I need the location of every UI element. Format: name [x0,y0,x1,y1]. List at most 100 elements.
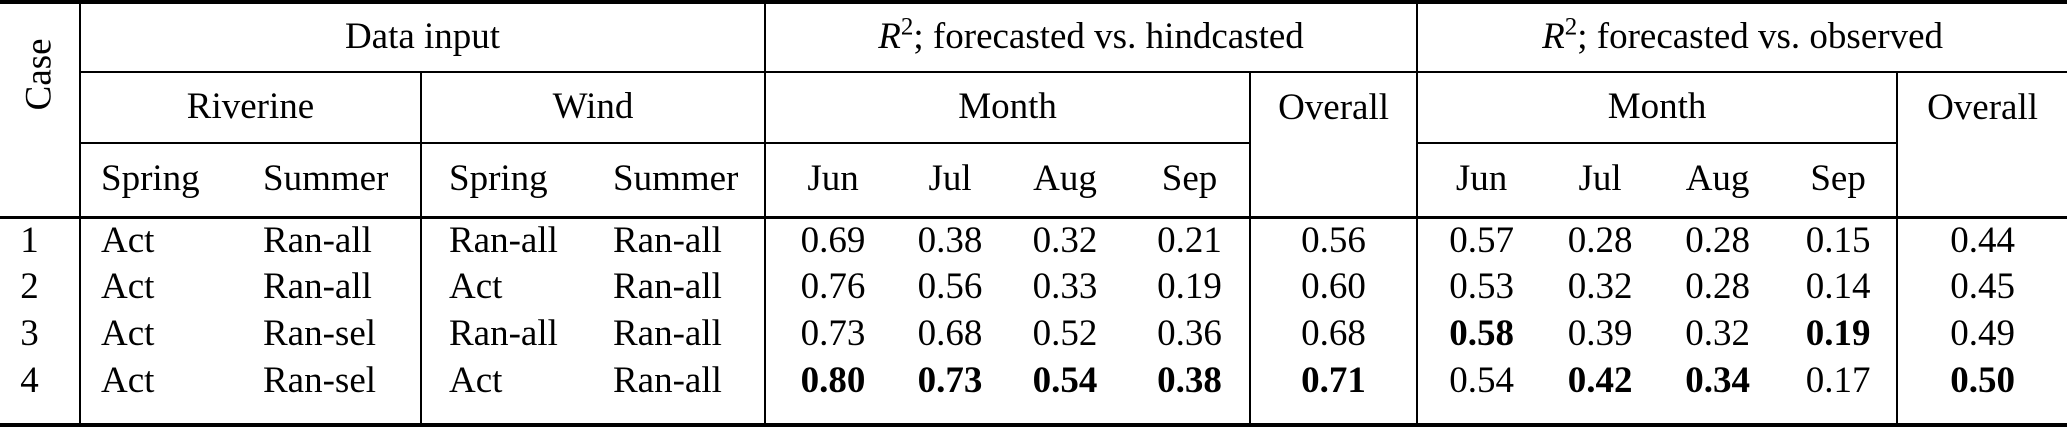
r2-observed-group-header: R2; forecasted vs. observed [1416,2,2067,73]
riverine-spring-cell: Act [79,358,260,405]
r2-value: 0.54 [1032,360,1098,402]
r2-value: 0.73 [800,313,866,355]
wind-spring-header: Spring [420,143,610,219]
r2-value: 0.38 [917,219,983,261]
riverine-summer-header: Summer [260,143,421,219]
r2-value: 0.42 [1567,360,1633,402]
riverine-spring-cell: Act [79,311,260,358]
riverine-summer-cell: Ran-all [263,266,372,308]
r2-value: 0.80 [800,360,866,402]
r2-hindcasted-jun-cell: 0.69 [764,217,901,264]
r2-value: 0.69 [800,219,866,261]
r2-value: 0.28 [1685,266,1750,308]
r2-observed-jun-cell: 0.53 [1416,264,1546,311]
overall-observed-spacer [1896,143,2067,219]
table-row: 2 Act Ran-all Act Ran-all 0.76 0.56 0.33… [0,264,2067,311]
r2-hindcasted-sep-cell: 0.19 [1130,264,1250,311]
r2-value: 0.54 [1449,360,1514,402]
r2-hindcasted-jul-cell: 0.68 [900,311,1000,358]
wind-spring-cell: Ran-all [420,311,610,358]
spacer-cell [419,405,766,425]
r2-value: 0.49 [1950,313,2015,355]
r2-hindcasted-jul-cell: 0.38 [900,217,1000,264]
case-column-header: Case [0,2,80,219]
r2-observed-jul-cell: 0.42 [1545,358,1655,405]
overall-hindcasted-header: Overall [1249,72,1418,143]
month-jun-hindcasted-header: Jun [764,143,901,219]
r2-value: 0.21 [1157,219,1222,261]
r2-value: 0.19 [1805,313,1871,355]
r2-observed-jul-cell: 0.28 [1545,217,1655,264]
table-row: 3 Act Ran-sel Ran-all Ran-all 0.73 0.68 … [0,311,2067,358]
r2-value: 0.60 [1301,266,1366,308]
bottom-spacer-row [0,405,2067,425]
spacer-cell [1416,405,1898,425]
spacer-cell [79,405,421,425]
r2-value: 0.34 [1685,360,1750,402]
r2-hindcasted-sep-cell: 0.38 [1130,358,1250,405]
riverine-summer-cell: Ran-all [263,219,372,261]
wind-summer-cell: Ran-all [613,219,722,261]
wind-group-header: Wind [419,72,766,144]
month-aug-observed-header: Aug [1655,143,1781,219]
r2-exponent: 2 [1564,13,1578,41]
r2-observed-overall-cell: 0.50 [1896,358,2067,405]
spacer-cell [1249,405,1418,425]
wind-summer-header: Summer [610,143,766,219]
r2-value: 0.56 [1301,219,1366,261]
month-jun-observed-header: Jun [1416,143,1546,219]
r2-hindcasted-sep-cell: 0.36 [1130,311,1250,358]
month-sep-observed-header: Sep [1780,143,1898,219]
r2-hindcasted-jul-cell: 0.73 [900,358,1000,405]
r2-hindcasted-group-header: R2; forecasted vs. hindcasted [764,2,1418,73]
r2-hindcasted-text: ; forecasted vs. hindcasted [913,16,1304,58]
r2-value: 0.56 [917,266,983,308]
r2-value: 0.15 [1805,219,1871,261]
riverine-group-header: Riverine [79,72,421,144]
month-observed-group-header: Month [1416,72,1898,144]
r2-value: 0.39 [1567,313,1633,355]
wind-summer-cell: Ran-all [613,313,722,355]
r2-observed-sep-cell: 0.14 [1780,264,1897,311]
case-value: 2 [20,266,39,308]
case-label: Case [18,38,60,111]
r2-value: 0.14 [1805,266,1871,308]
r2-hindcasted-aug-cell: 0.32 [1000,217,1130,264]
r2-value: 0.45 [1950,266,2015,308]
r2-value: 0.76 [800,266,866,308]
r2-hindcasted-overall-cell: 0.68 [1249,311,1418,358]
wind-summer-cell: Ran-all [613,266,722,308]
r2-value: 0.57 [1449,219,1514,261]
r2-observed-sep-cell: 0.19 [1780,311,1897,358]
riverine-spring-header: Spring [79,143,260,219]
r2-value: 0.33 [1032,266,1098,308]
wind-summer-cell: Ran-all [613,360,722,402]
wind-spring-cell: Ran-all [420,217,610,264]
r2-observed-text: ; forecasted vs. observed [1577,16,1943,58]
r2-exponent: 2 [900,13,914,41]
month-jul-observed-header: Jul [1545,143,1656,219]
r2-value: 0.19 [1157,266,1222,308]
riverine-spring-cell: Act [79,264,260,311]
table-row: 4 Act Ran-sel Act Ran-all 0.80 0.73 0.54… [0,358,2067,405]
r2-hindcasted-jun-cell: 0.76 [764,264,901,311]
month-sep-hindcasted-header: Sep [1130,143,1251,219]
r2-value: 0.68 [1301,313,1366,355]
r2-value: 0.53 [1449,266,1514,308]
r2-value: 0.50 [1950,360,2015,402]
r2-observed-aug-cell: 0.28 [1655,264,1780,311]
r2-value: 0.32 [1032,219,1098,261]
r2-observed-jun-cell: 0.58 [1416,311,1546,358]
r2-hindcasted-jun-cell: 0.73 [764,311,901,358]
riverine-summer-cell: Ran-sel [263,360,377,402]
month-aug-hindcasted-header: Aug [1000,143,1131,219]
r2-value: 0.32 [1567,266,1633,308]
r2-observed-aug-cell: 0.32 [1655,311,1780,358]
r2-hindcasted-sep-cell: 0.21 [1130,217,1250,264]
r2-value: 0.17 [1805,360,1871,402]
r2-observed-sep-cell: 0.17 [1780,358,1897,405]
spacer-cell [764,405,1251,425]
r2-hindcasted-aug-cell: 0.54 [1000,358,1130,405]
r2-value: 0.68 [917,313,983,355]
r2-observed-sep-cell: 0.15 [1780,217,1897,264]
